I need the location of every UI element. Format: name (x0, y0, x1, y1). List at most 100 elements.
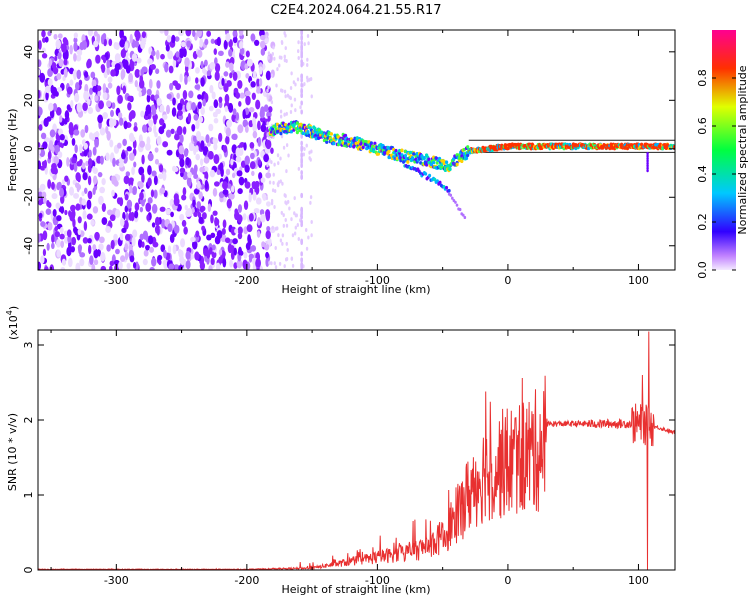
noise-mark (198, 216, 204, 224)
noise-mark (149, 246, 155, 253)
noise-mark (102, 56, 107, 64)
noise-mark (124, 42, 129, 51)
noise-mark (109, 139, 114, 148)
noise-mark (89, 255, 94, 266)
noise-mark (277, 233, 280, 238)
noise-mark (71, 236, 77, 246)
noise-mark (82, 172, 88, 181)
noise-mark (260, 213, 266, 223)
noise-mark (168, 65, 174, 74)
noise-mark (254, 39, 260, 46)
noise-mark (131, 166, 135, 176)
noise-mark (276, 67, 279, 72)
noise-mark (73, 52, 77, 62)
noise-mark (49, 109, 55, 119)
noise-mark (67, 235, 72, 244)
noise-mark (209, 169, 216, 178)
noise-mark (223, 39, 228, 50)
noise-mark (83, 71, 89, 78)
snr-series-line (38, 331, 675, 570)
noise-mark (196, 201, 202, 209)
faint-branch-mark (449, 193, 453, 197)
signal-mark (295, 130, 299, 135)
noise-mark (122, 138, 127, 147)
noise-mark (169, 82, 174, 91)
noise-mark (97, 172, 103, 178)
noise-mark (201, 225, 206, 232)
noise-mark (94, 231, 100, 241)
noise-mark (120, 255, 126, 262)
noise-mark (265, 34, 268, 39)
noise-mark (272, 172, 275, 177)
noise-mark (117, 142, 122, 149)
noise-mark (222, 189, 229, 195)
noise-mark (297, 166, 301, 171)
noise-mark (157, 254, 163, 261)
noise-mark (126, 262, 131, 270)
noise-mark (47, 78, 53, 87)
noise-mark (172, 166, 179, 173)
noise-mark (167, 245, 172, 254)
noise-column-mark (300, 109, 303, 115)
noise-mark (83, 220, 88, 231)
noise-mark (167, 223, 173, 233)
noise-mark (199, 166, 205, 173)
noise-mark (113, 41, 119, 50)
noise-mark (162, 141, 169, 148)
noise-mark (155, 68, 160, 75)
noise-column-mark (300, 44, 303, 50)
noise-mark (205, 134, 210, 144)
noise-mark (180, 258, 185, 266)
noise-mark (92, 165, 96, 172)
x-tick-label: -300 (104, 274, 129, 287)
noise-mark (222, 257, 227, 268)
y-tick-label: 0 (22, 567, 35, 574)
branch-mark (424, 172, 428, 176)
noise-mark (120, 68, 126, 79)
signal-mark (444, 160, 449, 164)
spectrogram-y-label: Frequency (Hz) (6, 109, 19, 192)
noise-mark (170, 128, 175, 135)
noise-mark (197, 94, 202, 100)
noise-mark (142, 258, 148, 266)
noise-mark (252, 71, 257, 79)
signal-mark (427, 157, 431, 162)
noise-mark (67, 257, 73, 268)
noise-mark (66, 246, 72, 257)
colorbar-tick-label: 0.2 (696, 213, 709, 231)
noise-mark (93, 30, 98, 37)
noise-mark (284, 218, 287, 223)
noise-mark (243, 251, 248, 259)
noise-mark (293, 211, 296, 216)
noise-mark (183, 148, 189, 158)
colorbar-ticks: 0.0 0.2 0.4 0.6 0.8 (696, 69, 736, 279)
noise-mark (139, 191, 144, 201)
noise-mark (198, 191, 203, 200)
noise-mark (108, 117, 114, 128)
noise-mark (132, 139, 137, 149)
noise-mark (222, 181, 228, 190)
noise-mark (48, 58, 53, 68)
noise-mark (45, 208, 52, 215)
signal-mark (462, 147, 466, 152)
noise-mark (181, 194, 187, 201)
noise-column-mark (300, 133, 303, 139)
noise-mark (282, 145, 286, 150)
noise-mark (74, 144, 78, 154)
noise-mark (242, 119, 249, 128)
noise-mark (61, 258, 66, 266)
noise-mark (47, 30, 52, 37)
y-tick-label: -20 (22, 188, 35, 206)
noise-mark (276, 153, 280, 158)
noise-mark (191, 239, 198, 250)
noise-mark (66, 104, 71, 111)
noise-mark (270, 261, 273, 266)
noise-mark (66, 156, 70, 167)
noise-mark (70, 246, 76, 253)
noise-mark (92, 85, 98, 93)
noise-mark (277, 161, 280, 166)
noise-mark (95, 54, 101, 64)
noise-mark (101, 202, 107, 212)
noise-mark (246, 58, 253, 67)
noise-mark (87, 190, 93, 200)
